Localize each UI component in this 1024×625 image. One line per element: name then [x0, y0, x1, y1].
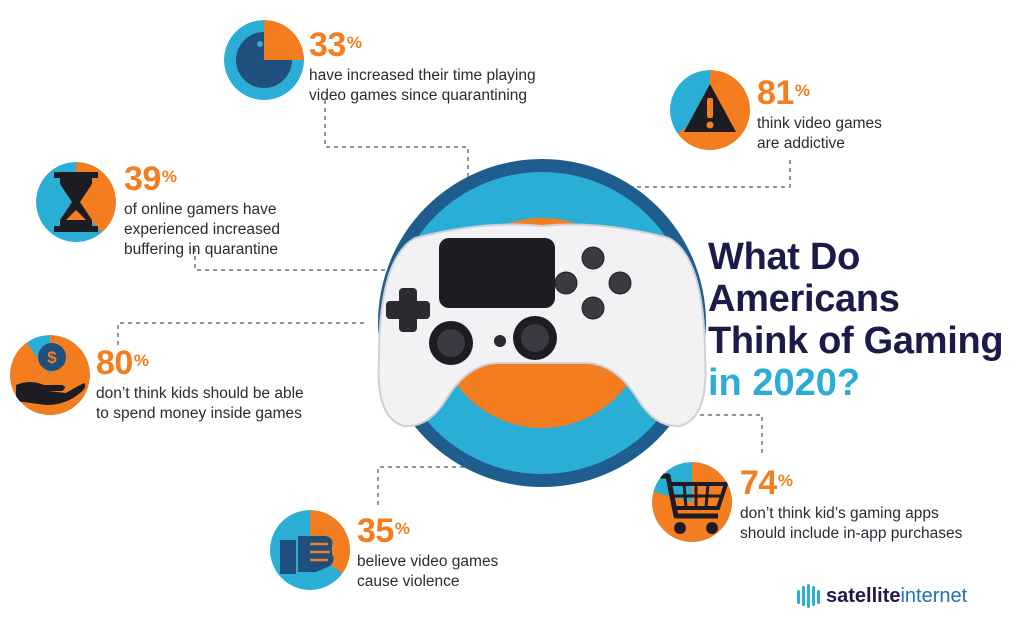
title-line: Think of Gaming	[708, 320, 1004, 362]
title-line: in 2020?	[708, 362, 861, 404]
infographic-title: What Do Americans Think of Gaming in 202…	[708, 236, 1004, 404]
brand-logo[interactable]: satelliteinternet	[826, 585, 967, 608]
stat-value: 33	[309, 26, 346, 64]
stat-value: 81	[757, 74, 794, 112]
stat-35: 35% believe video games cause violence	[357, 514, 498, 592]
stat-desc-line: believe video games	[357, 553, 499, 570]
warning-icon	[670, 70, 750, 150]
controller-illustration	[377, 159, 707, 487]
hourglass-icon	[36, 162, 116, 242]
percent-sign: %	[777, 471, 793, 490]
title-line: Americans	[708, 278, 900, 320]
stat-81: 81% think video games are addictive	[757, 76, 882, 154]
svg-text:$: $	[47, 348, 57, 367]
shopping-cart-icon	[652, 462, 732, 542]
stat-desc-line: should include in-app purchases	[740, 525, 963, 542]
fist-icon	[270, 510, 350, 590]
stat-desc-line: video games since quarantining	[309, 87, 527, 104]
stat-value: 74	[740, 464, 777, 502]
stat-74: 74% don’t think kid’s gaming apps should…	[740, 466, 962, 544]
brand-part2: internet	[900, 585, 968, 607]
stat-value: 39	[124, 160, 161, 198]
stat-desc-line: don’t think kids should be able	[96, 385, 304, 402]
stat-33: 33% have increased their time playing vi…	[309, 28, 536, 106]
stat-value: 35	[357, 512, 394, 550]
stat-desc-line: are addictive	[757, 135, 845, 152]
percent-sign: %	[161, 167, 177, 186]
stat-value: 80	[96, 344, 133, 382]
percent-sign: %	[394, 519, 410, 538]
stat-desc-line: don’t think kid’s gaming apps	[740, 505, 939, 522]
money-hand-icon: $	[10, 335, 90, 415]
percent-sign: %	[346, 33, 362, 52]
stat-desc-line: have increased their time playing	[309, 67, 536, 84]
stat-80: 80% don’t think kids should be able to s…	[96, 346, 304, 424]
stat-39: 39% of online gamers have experienced in…	[124, 162, 280, 260]
percent-sign: %	[794, 81, 810, 100]
satellite-logo-icon	[797, 584, 820, 608]
stat-desc-line: think video games	[757, 115, 882, 132]
stat-desc-line: to spend money inside games	[96, 405, 302, 422]
stat-desc-line: cause violence	[357, 573, 460, 590]
pacman-pie-icon	[224, 20, 304, 100]
title-line: What Do	[708, 236, 860, 278]
percent-sign: %	[133, 351, 149, 370]
stat-desc-line: buffering in quarantine	[124, 241, 278, 258]
stat-desc-line: experienced increased	[124, 221, 280, 238]
brand-part1: satellite	[826, 585, 901, 607]
stat-desc-line: of online gamers have	[124, 201, 277, 218]
